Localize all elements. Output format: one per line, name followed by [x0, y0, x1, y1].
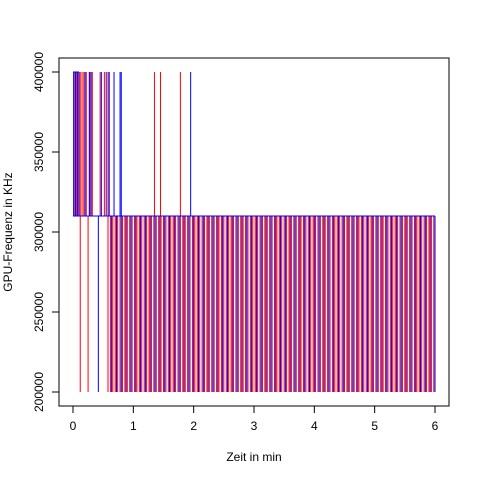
y-tick-label: 300000 [32, 212, 46, 252]
x-tick-label: 5 [371, 419, 378, 433]
y-tick-label: 250000 [32, 292, 46, 332]
y-tick-label: 350000 [32, 132, 46, 172]
x-axis: 0 1 2 3 4 5 6 [70, 405, 439, 433]
series-layer [73, 71, 436, 392]
x-tick-label: 2 [190, 419, 197, 433]
y-axis-label: GPU-Frequenz in KHz [1, 172, 15, 291]
x-tick-label: 0 [70, 419, 77, 433]
x-axis-label: Zeit in min [226, 450, 281, 464]
x-tick-label: 4 [311, 419, 318, 433]
series-1 [73, 72, 435, 392]
x-tick-label: 6 [432, 419, 439, 433]
y-tick-label: 200000 [32, 372, 46, 412]
x-tick-label: 1 [130, 419, 137, 433]
series-2 [73, 72, 436, 392]
y-axis: 200000 250000 300000 350000 400000 [32, 52, 60, 412]
y-tick-label: 400000 [32, 52, 46, 92]
x-tick-label: 3 [251, 419, 258, 433]
